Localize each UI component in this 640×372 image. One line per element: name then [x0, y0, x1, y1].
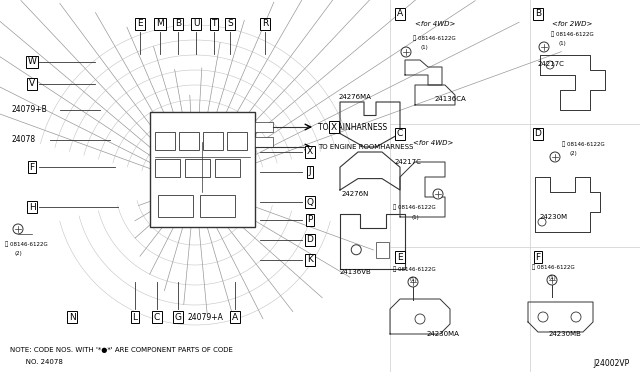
Text: 24136VB: 24136VB	[339, 269, 371, 275]
Text: G: G	[175, 312, 182, 321]
Text: <for 4WD>: <for 4WD>	[413, 140, 453, 146]
Text: C: C	[397, 129, 403, 138]
Text: M: M	[156, 19, 164, 29]
Text: E: E	[397, 253, 403, 262]
Text: S: S	[227, 19, 233, 29]
Circle shape	[550, 152, 560, 162]
Text: 24079+B: 24079+B	[12, 106, 48, 115]
Text: L: L	[132, 312, 138, 321]
Circle shape	[538, 312, 548, 322]
Text: TO ENGINE ROOMHARNESS: TO ENGINE ROOMHARNESS	[318, 144, 413, 150]
Circle shape	[415, 314, 425, 324]
Text: U: U	[193, 19, 199, 29]
Text: E: E	[137, 19, 143, 29]
Text: B: B	[175, 19, 181, 29]
Text: Ⓑ 08146-6122G: Ⓑ 08146-6122G	[413, 35, 456, 41]
Circle shape	[351, 245, 361, 255]
Text: Ⓑ 08146-6122G: Ⓑ 08146-6122G	[532, 264, 575, 270]
Text: J: J	[308, 167, 311, 176]
Text: D: D	[534, 129, 541, 138]
Text: D: D	[307, 235, 314, 244]
Text: R: R	[262, 19, 268, 29]
Text: B: B	[535, 10, 541, 19]
Bar	[200, 195, 235, 217]
Text: 24136CA: 24136CA	[434, 96, 466, 102]
Circle shape	[538, 218, 546, 226]
Circle shape	[408, 277, 418, 287]
Text: C: C	[154, 312, 160, 321]
Bar	[227, 132, 247, 150]
Text: NOTE: CODE NOS. WITH '*●*' ARE COMPONENT PARTS OF CODE: NOTE: CODE NOS. WITH '*●*' ARE COMPONENT…	[10, 347, 233, 353]
Circle shape	[539, 42, 549, 52]
Text: H: H	[29, 202, 35, 212]
Text: Ⓑ 08146-6122G: Ⓑ 08146-6122G	[393, 204, 436, 210]
Bar	[376, 241, 388, 258]
Text: V: V	[29, 80, 35, 89]
Circle shape	[571, 312, 581, 322]
Circle shape	[546, 61, 554, 69]
Text: F: F	[536, 253, 541, 262]
Text: J24002VP: J24002VP	[594, 359, 630, 369]
Bar	[215, 159, 240, 177]
Text: 24276N: 24276N	[341, 191, 369, 197]
Bar	[203, 132, 223, 150]
Circle shape	[547, 275, 557, 285]
Text: A: A	[232, 312, 238, 321]
Text: 24230M: 24230M	[540, 214, 568, 220]
Text: (1): (1)	[558, 42, 566, 46]
Text: Ⓑ 08146-6122G: Ⓑ 08146-6122G	[5, 241, 48, 247]
Text: 24230MA: 24230MA	[427, 331, 460, 337]
Text: T: T	[211, 19, 217, 29]
Text: P: P	[307, 215, 313, 224]
Text: <for 4WD>: <for 4WD>	[415, 21, 456, 27]
Bar	[155, 159, 180, 177]
Text: 24079+A: 24079+A	[188, 312, 224, 321]
Text: Ⓑ 08146-6122G: Ⓑ 08146-6122G	[393, 266, 436, 272]
Text: 24276MA: 24276MA	[339, 94, 371, 100]
Bar	[155, 132, 175, 150]
Text: (1): (1)	[420, 45, 428, 51]
Text: W: W	[28, 58, 36, 67]
Bar	[158, 195, 193, 217]
Circle shape	[433, 189, 443, 199]
Text: K: K	[307, 256, 313, 264]
Text: N: N	[68, 312, 76, 321]
Text: (1): (1)	[548, 275, 556, 279]
Bar	[255, 137, 273, 147]
Bar	[185, 159, 210, 177]
Text: Q: Q	[307, 198, 314, 206]
Text: Ⓑ 08146-6122G: Ⓑ 08146-6122G	[551, 31, 594, 37]
Bar	[150, 112, 255, 227]
Text: F: F	[29, 163, 35, 171]
Text: 24078: 24078	[12, 135, 36, 144]
Text: 24217C: 24217C	[395, 159, 422, 165]
Text: <for 2WD>: <for 2WD>	[552, 21, 593, 27]
Bar	[179, 132, 199, 150]
Text: Ⓑ 08146-6122G: Ⓑ 08146-6122G	[562, 141, 605, 147]
Bar	[255, 122, 273, 132]
Text: (2): (2)	[569, 151, 577, 157]
Circle shape	[401, 47, 411, 57]
Circle shape	[13, 224, 23, 234]
Text: NO. 24078: NO. 24078	[10, 359, 63, 365]
Text: 24230MB: 24230MB	[548, 331, 581, 337]
Text: TO MAINHARNESS: TO MAINHARNESS	[318, 122, 387, 131]
Text: 24217C: 24217C	[538, 61, 565, 67]
Text: (1): (1)	[411, 215, 419, 219]
Text: A: A	[397, 10, 403, 19]
Text: X: X	[307, 148, 313, 157]
Text: (1): (1)	[409, 276, 417, 282]
Text: X: X	[331, 122, 337, 131]
Text: (2): (2)	[14, 251, 22, 257]
